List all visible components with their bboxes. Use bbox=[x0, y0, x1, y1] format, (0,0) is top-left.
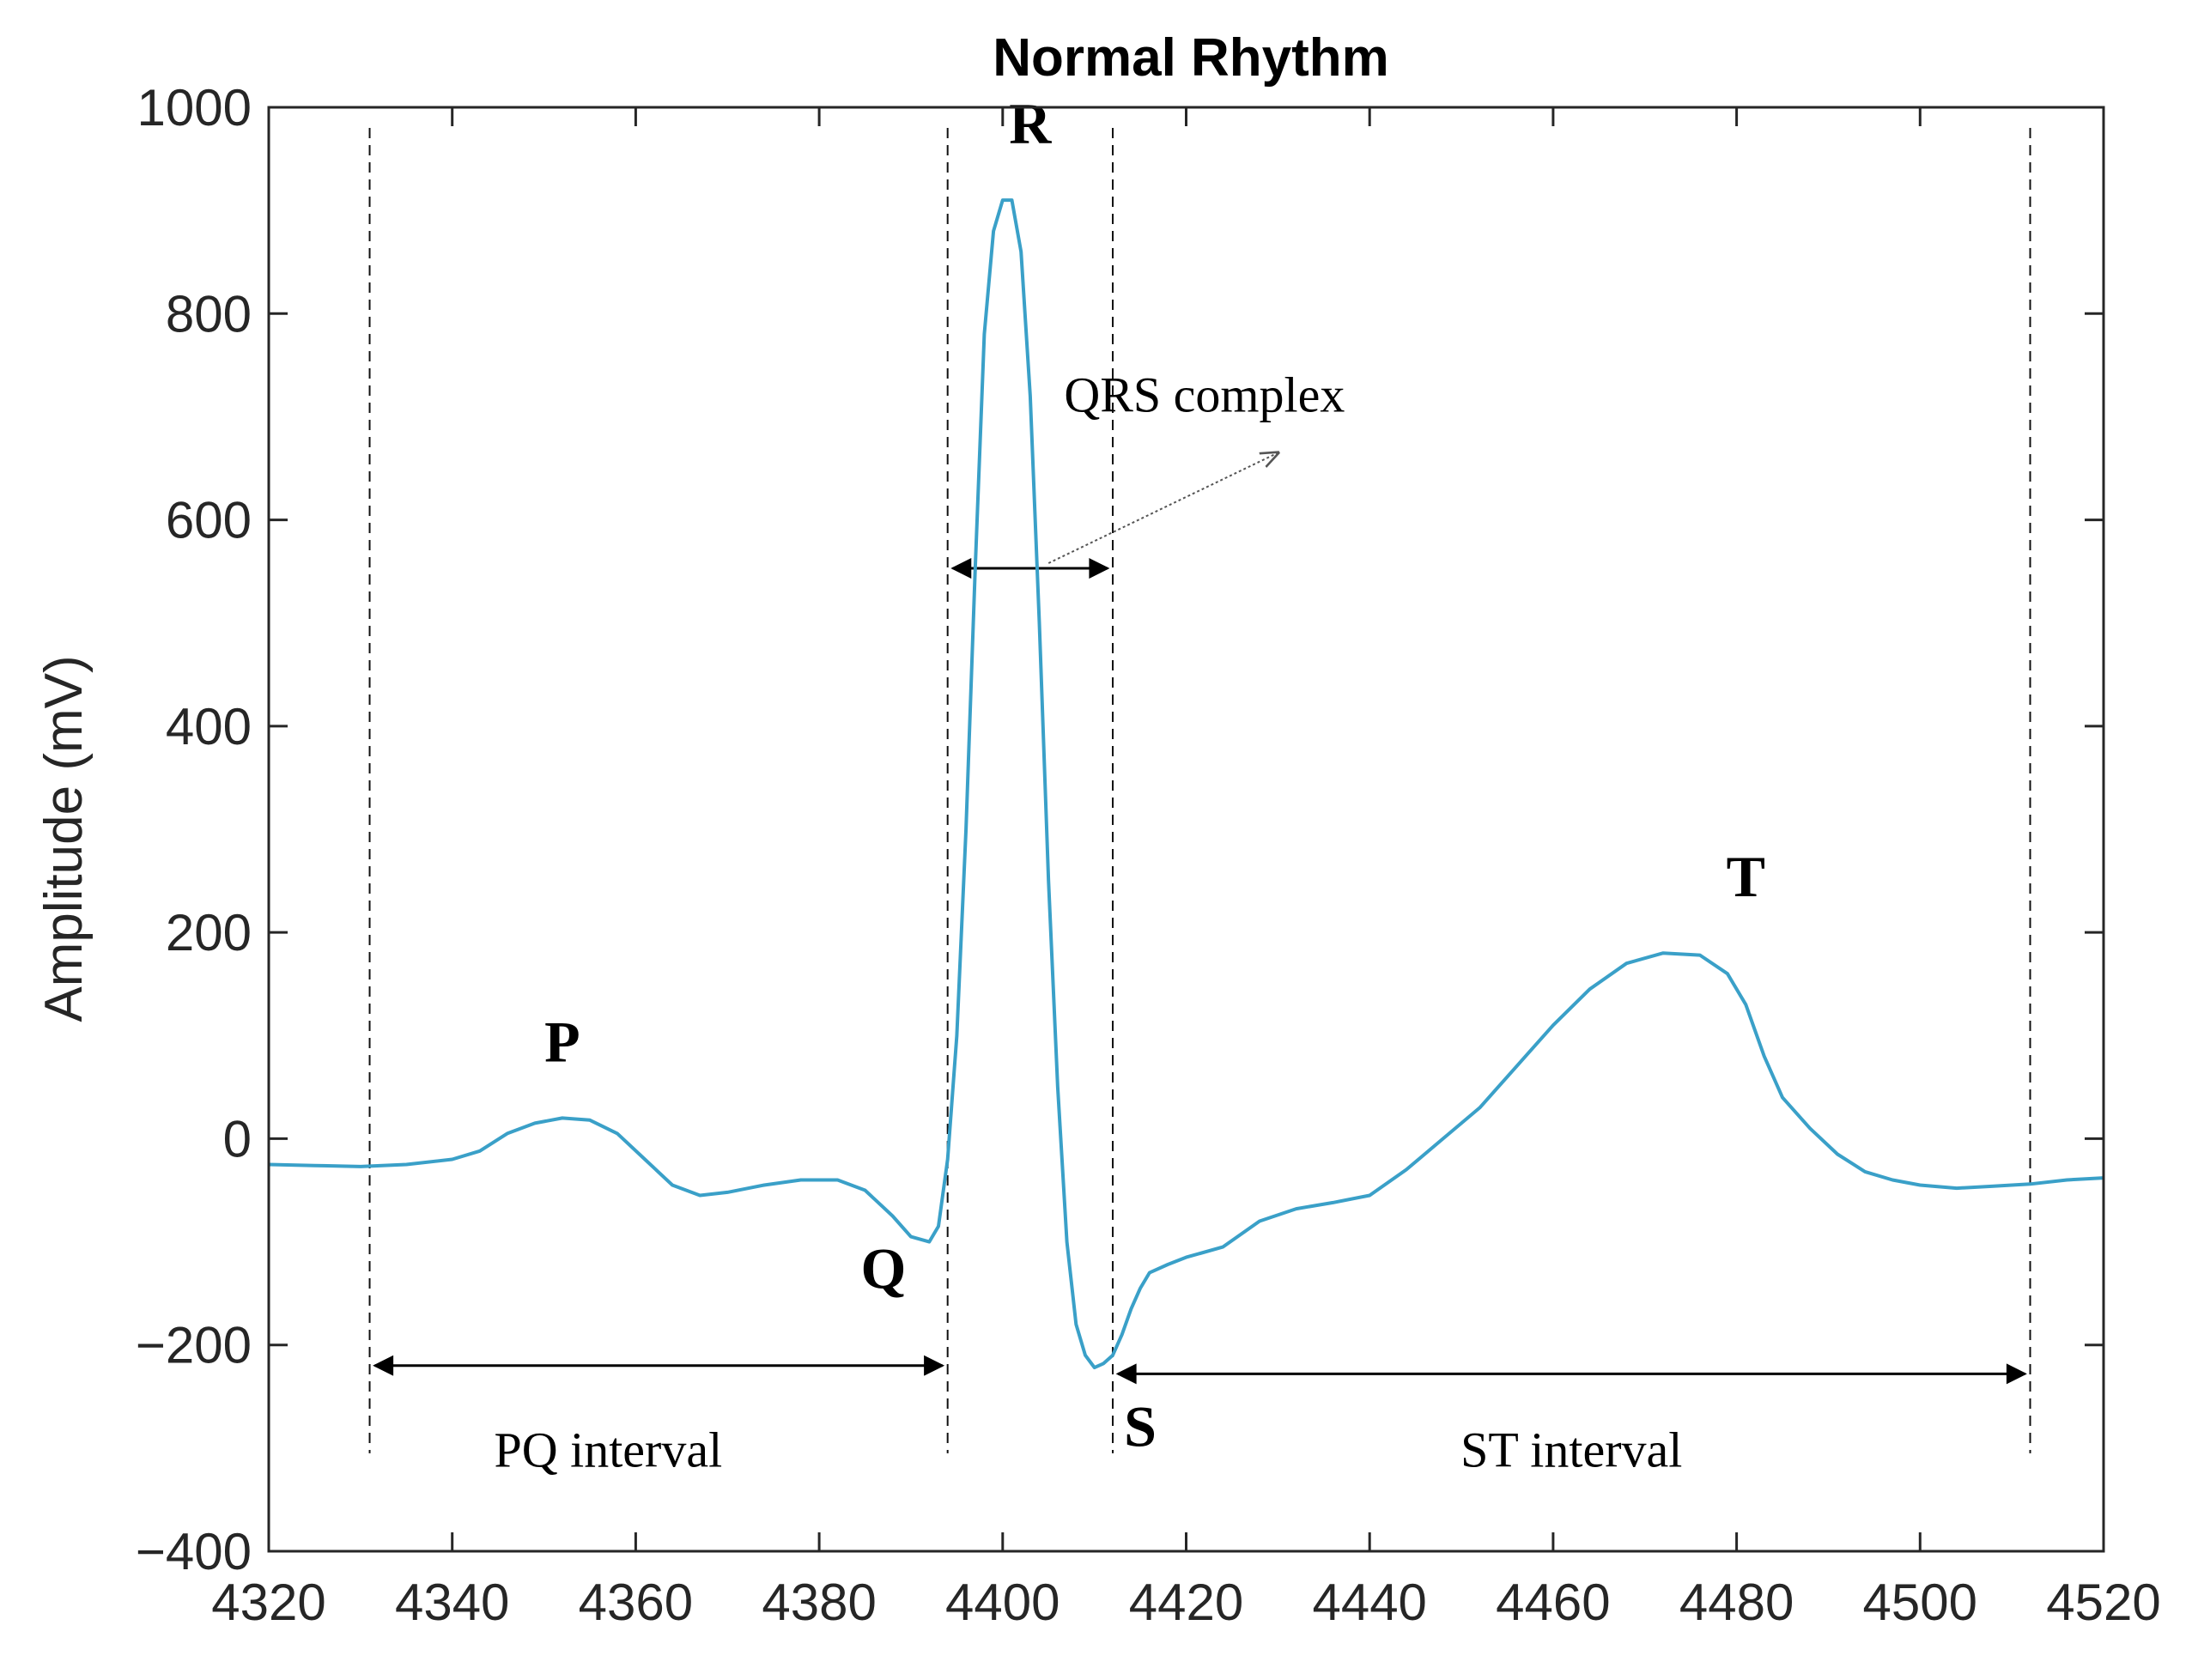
qrs-callout-arrow bbox=[1047, 452, 1278, 564]
x-tick-label: 4440 bbox=[1312, 1574, 1426, 1631]
vertical-markers bbox=[368, 128, 2031, 1453]
y-tick-label: 0 bbox=[223, 1110, 252, 1168]
y-tick-label: 400 bbox=[166, 698, 252, 755]
x-tick-label: 4460 bbox=[1496, 1574, 1610, 1631]
chart-title: Normal Rhythm bbox=[993, 28, 1389, 88]
annotation-r: R bbox=[1009, 91, 1052, 156]
annotation-st-interval: ST interval bbox=[1460, 1422, 1682, 1477]
x-tick-label: 4520 bbox=[2046, 1574, 2160, 1631]
annotation-pq-interval: PQ interval bbox=[494, 1422, 722, 1477]
y-tick-label: −200 bbox=[136, 1317, 252, 1374]
x-tick-label: 4380 bbox=[762, 1574, 876, 1631]
y-tick-label: 1000 bbox=[137, 79, 252, 136]
plot-area-frame bbox=[267, 106, 2105, 1553]
x-tick-label: 4400 bbox=[945, 1574, 1060, 1631]
x-tick-label: 4340 bbox=[395, 1574, 509, 1631]
y-tick-label: 800 bbox=[166, 285, 252, 343]
annotation-q: Q bbox=[860, 1236, 906, 1301]
y-tick-label: 600 bbox=[166, 492, 252, 549]
y-axis-label: Amplitude (mV) bbox=[34, 655, 94, 1022]
y-tick-label: 200 bbox=[166, 904, 252, 961]
annotation-p: P bbox=[544, 1009, 580, 1074]
x-tick-label: 4500 bbox=[1863, 1574, 1977, 1631]
annotation-s: S bbox=[1124, 1393, 1157, 1459]
annotation-t: T bbox=[1727, 844, 1765, 909]
x-tick-label: 4320 bbox=[211, 1574, 325, 1631]
y-tick-label: −400 bbox=[136, 1523, 252, 1580]
ecg-series-line bbox=[268, 198, 2104, 1370]
x-tick-label: 4420 bbox=[1129, 1574, 1243, 1631]
x-tick-label: 4480 bbox=[1679, 1574, 1794, 1631]
annotation-qrs-complex: QRS complex bbox=[1064, 367, 1345, 422]
axis-ticks: 4320 4340 4360 4380 4400 4420 4440 4460 4480 4500… bbox=[136, 79, 2161, 1631]
wave-annotations: P Q R S T PQ interval QRS complex ST interval bbox=[494, 91, 1765, 1477]
interval-arrows bbox=[373, 452, 2027, 1385]
x-tick-label: 4360 bbox=[579, 1574, 693, 1631]
